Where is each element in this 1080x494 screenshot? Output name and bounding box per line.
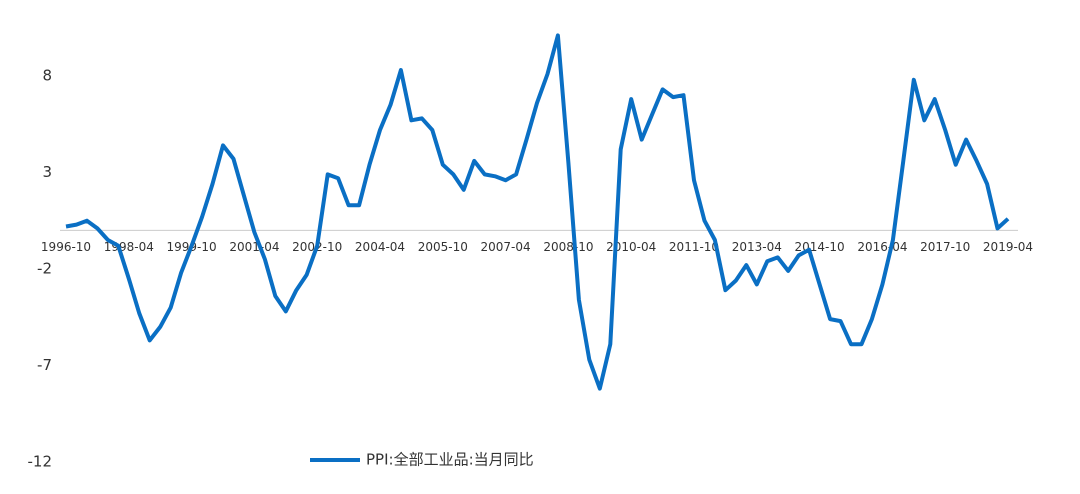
x-tick-label: 2013-04 [732, 240, 782, 254]
x-tick-label: 2016-04 [857, 240, 907, 254]
x-tick-label: 2007-04 [481, 240, 531, 254]
x-tick-label: 2008-10 [543, 240, 593, 254]
x-tick-label: 2001-04 [229, 240, 279, 254]
y-tick-label: 3 [42, 163, 52, 181]
y-tick-label: -12 [28, 453, 53, 471]
data-line [65, 33, 1010, 391]
y-tick-label: -2 [37, 259, 52, 277]
x-tick-label: 2019-04 [983, 240, 1033, 254]
x-tick-label: 2011-10 [669, 240, 719, 254]
y-tick-label: 8 [42, 66, 52, 84]
y-tick-label: -7 [37, 356, 52, 374]
x-tick-label: 2010-04 [606, 240, 656, 254]
legend-label: PPI:全部工业品:当月同比 [366, 451, 534, 469]
x-tick-label: 2017-10 [920, 240, 970, 254]
x-tick-label: 2004-04 [355, 240, 405, 254]
x-tick-label: 1996-10 [41, 240, 91, 254]
x-tick-label: 2005-10 [418, 240, 468, 254]
